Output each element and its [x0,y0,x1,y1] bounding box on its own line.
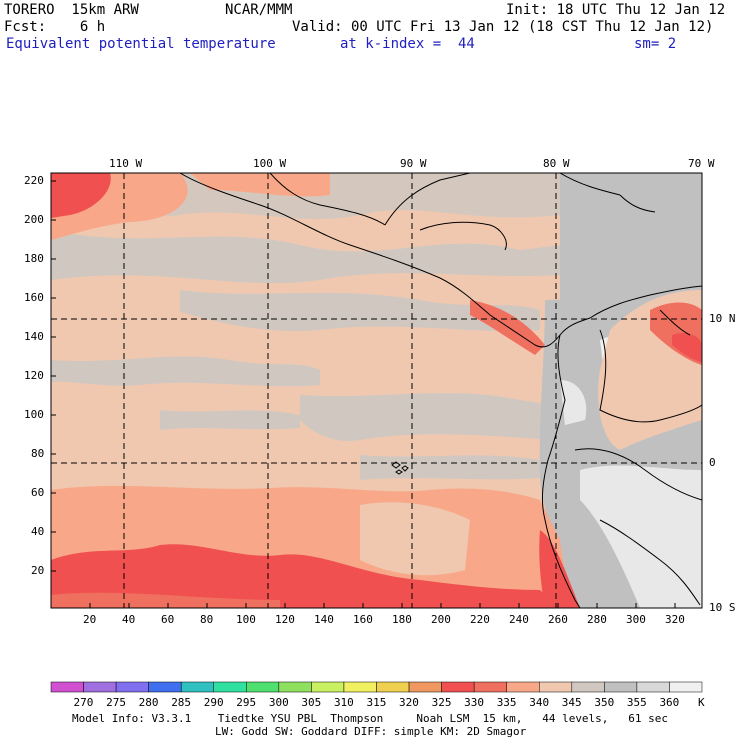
y-tick-180: 180 [24,252,44,265]
colorbar-swatch [441,681,475,693]
center-title: NCAR/MMM [225,2,293,18]
colorbar-tick-label: 270 [73,696,94,709]
physics-info: LW: Godd SW: Goddard DIFF: simple KM: 2D… [215,725,527,738]
lon-label-80w: 80 W [543,157,570,170]
lat-label-10s: 10 S [709,601,736,614]
lat-label-0: 0 [709,456,716,469]
colorbar-swatch [408,681,442,693]
colorbar-tick-label: 305 [301,696,322,709]
x-tick-240: 240 [509,613,529,626]
colorbar-tick-label: 315 [366,696,387,709]
lon-label-100w: 100 W [253,157,287,170]
y-tick-60: 60 [31,486,45,499]
x-tick-220: 220 [470,613,490,626]
graticule [51,173,702,608]
x-tick-80: 80 [200,613,214,626]
colorbar-tick-label: 350 [594,696,615,709]
x-tick-40: 40 [122,613,136,626]
colorbar-swatch [376,681,410,693]
colorbar-swatch [604,681,638,693]
colorbar-swatch [83,681,117,693]
colorbar-tick-label: 290 [203,696,224,709]
model-info: Model Info: V3.3.1 Tiedtke YSU PBL Thomp… [72,712,669,725]
plot-frame [50,172,703,609]
colorbar-swatch [636,681,670,693]
y-tick-220: 220 [24,174,44,187]
colorbar-swatch [473,681,507,693]
smoothing-info: sm= 2 [634,36,677,52]
x-tick-180: 180 [392,613,412,626]
colorbar-tick-label: 340 [529,696,550,709]
colorbar-unit: K [698,696,705,709]
y-tick-160: 160 [24,291,44,304]
field-name: Equivalent potential temperature [6,36,276,52]
colorbar-swatch [148,681,182,693]
colorbar-swatch [246,681,280,693]
x-tick-140: 140 [314,613,334,626]
colorbar-tick-label: 335 [496,696,517,709]
x-tick-280: 280 [587,613,607,626]
colorbar-tick-label: 325 [431,696,452,709]
colorbar-swatch [571,681,605,693]
forecast-hour: Fcst: 6 h [4,19,106,35]
coastlines [179,173,702,608]
x-tick-160: 160 [353,613,373,626]
colorbar-swatch [50,681,84,693]
x-tick-200: 200 [431,613,451,626]
y-tick-200: 200 [24,213,44,226]
x-tick-320: 320 [665,613,685,626]
lon-label-70w: 70 W [688,157,715,170]
model-title: TORERO 15km ARW [4,2,139,18]
colorbar-swatch [669,681,703,693]
colorbar-tick-label: 285 [171,696,192,709]
x-tick-20: 20 [83,613,97,626]
y-tick-100: 100 [24,408,44,421]
lon-label-90w: 90 W [400,157,427,170]
valid-time: Valid: 00 UTC Fri 13 Jan 12 (18 CST Thu … [292,19,714,35]
colorbar-swatch [311,681,345,693]
colorbar-tick-label: 300 [268,696,289,709]
colorbar-tick-label: 320 [399,696,419,709]
init-time: Init: 18 UTC Thu 12 Jan 12 [506,2,726,18]
colorbar-tick-label: 345 [561,696,582,709]
shaded-field [51,173,702,608]
x-tick-300: 300 [626,613,646,626]
colorbar-swatch [278,681,312,693]
colorbar-swatch [180,681,214,693]
x-tick-260: 260 [548,613,568,626]
y-tick-140: 140 [24,330,44,343]
x-tick-60: 60 [161,613,175,626]
colorbar-swatch [506,681,540,693]
colorbar-swatch [213,681,247,693]
lat-label-10n: 10 N [709,312,736,325]
colorbar-swatch [343,681,377,693]
colorbar-swatch [115,681,149,693]
x-tick-100: 100 [236,613,256,626]
y-tick-40: 40 [31,525,45,538]
level-info: at k-index = 44 [340,36,475,52]
colorbar-tick-label: 280 [138,696,159,709]
colorbar [50,681,703,693]
colorbar-tick-label: 330 [464,696,485,709]
y-tick-80: 80 [31,447,45,460]
colorbar-tick-label: 355 [626,696,647,709]
colorbar-tick-label: 275 [106,696,126,709]
lon-label-110w: 110 W [109,157,143,170]
y-tick-120: 120 [24,369,44,382]
colorbar-tick-label: 360 [659,696,680,709]
y-tick-20: 20 [31,564,45,577]
colorbar-tick-label: 310 [333,696,354,709]
x-tick-120: 120 [275,613,295,626]
axis-ticks [51,180,676,608]
colorbar-tick-label: 295 [236,696,257,709]
colorbar-swatch [539,681,573,693]
